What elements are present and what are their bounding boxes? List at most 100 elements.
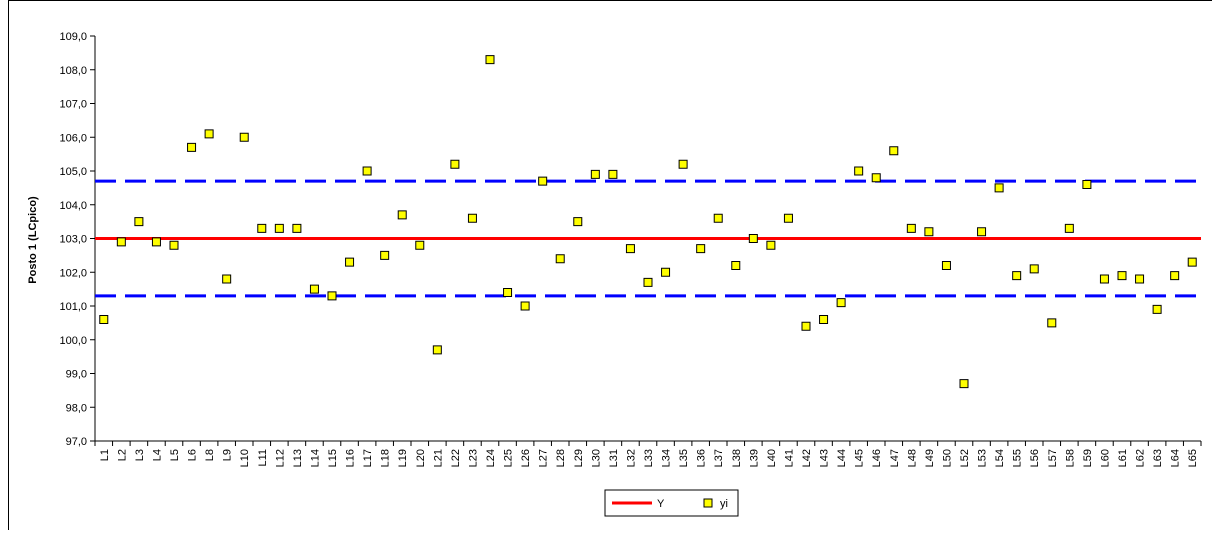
- x-tick-label: L33: [643, 449, 655, 467]
- x-tick-label: L9: [222, 449, 234, 461]
- data-point: [274, 223, 284, 233]
- x-tick-label: L48: [906, 449, 918, 467]
- x-tick-label: L42: [801, 449, 813, 467]
- data-point: [1064, 223, 1074, 233]
- x-tick-label: L2: [116, 449, 128, 461]
- x-tick-label: L28: [555, 449, 567, 467]
- x-tick-label: L25: [503, 449, 515, 467]
- data-point: [608, 169, 618, 179]
- data-point: [678, 159, 688, 169]
- x-tick-label: L55: [1012, 449, 1024, 467]
- data-point: [1029, 264, 1039, 274]
- legend-y-label: Y: [657, 498, 665, 510]
- x-tick-label: L47: [889, 449, 901, 467]
- x-tick-label: L16: [345, 449, 357, 467]
- data-point: [801, 321, 811, 331]
- data-point: [1047, 318, 1057, 328]
- data-point: [327, 291, 337, 301]
- x-tick-label: L36: [696, 449, 708, 467]
- y-tick-label: 109,0: [59, 31, 87, 43]
- x-tick-label: L12: [274, 449, 286, 467]
- x-tick-label: L49: [924, 449, 936, 467]
- x-tick-label: L26: [520, 449, 532, 467]
- data-point: [994, 183, 1004, 193]
- y-tick-label: 104,0: [59, 200, 87, 212]
- data-point: [573, 217, 583, 227]
- y-tick-label: 100,0: [59, 335, 87, 347]
- data-point: [941, 261, 951, 270]
- data-point: [1117, 271, 1127, 281]
- x-tick-label: L19: [397, 449, 409, 467]
- x-tick-label: L64: [1170, 449, 1182, 467]
- x-tick-label: L52: [959, 449, 971, 467]
- data-point: [854, 166, 864, 176]
- x-tick-label: L60: [1099, 449, 1111, 467]
- x-tick-label: L14: [309, 449, 321, 467]
- data-point: [590, 169, 600, 179]
- data-point: [415, 240, 425, 250]
- x-tick-label: L22: [450, 449, 462, 467]
- y-tick-label: 97,0: [66, 436, 87, 448]
- data-point: [485, 55, 495, 65]
- x-tick-label: L37: [713, 449, 725, 467]
- legend-yi-marker-swatch: [703, 498, 713, 508]
- x-tick-label: L23: [467, 449, 479, 467]
- x-tick-label: L17: [362, 449, 374, 467]
- data-point: [643, 277, 653, 287]
- data-point: [503, 288, 513, 297]
- x-tick-label: L30: [590, 449, 602, 467]
- data-point: [397, 210, 407, 220]
- data-point: [1187, 257, 1197, 267]
- x-tick-label: L20: [415, 449, 427, 467]
- data-point: [450, 159, 460, 169]
- x-tick-label: L62: [1135, 449, 1147, 467]
- data-point: [555, 254, 565, 264]
- data-point: [239, 132, 249, 142]
- x-tick-label: L11: [257, 449, 269, 467]
- data-point: [1170, 271, 1180, 281]
- data-point: [1152, 304, 1162, 314]
- data-point: [783, 213, 793, 223]
- y-tick-label: 103,0: [59, 234, 87, 246]
- x-tick-label: L4: [151, 449, 163, 461]
- data-point: [696, 244, 706, 254]
- x-tick-label: L15: [327, 449, 339, 467]
- y-tick-label: 107,0: [59, 99, 87, 111]
- data-point: [292, 223, 302, 233]
- x-tick-label: L29: [573, 449, 585, 467]
- y-tick-label: 105,0: [59, 166, 87, 178]
- data-point: [538, 176, 548, 186]
- x-tick-label: L57: [1047, 449, 1059, 467]
- data-point: [99, 315, 109, 324]
- data-point: [1099, 274, 1109, 284]
- x-tick-label: L65: [1187, 449, 1199, 467]
- data-point: [151, 237, 161, 247]
- data-point: [959, 379, 969, 389]
- y-tick-label: 102,0: [59, 267, 87, 279]
- data-point: [625, 244, 635, 254]
- data-point: [748, 234, 758, 243]
- data-point: [345, 257, 355, 267]
- x-tick-label: L39: [748, 449, 760, 467]
- y-tick-label: 98,0: [66, 402, 87, 414]
- data-point: [977, 227, 987, 237]
- x-tick-label: L41: [783, 449, 795, 467]
- x-tick-label: L54: [994, 449, 1006, 467]
- data-point: [1012, 271, 1022, 281]
- data-point: [116, 237, 126, 247]
- y-tick-label: 106,0: [59, 132, 87, 144]
- x-tick-label: L21: [432, 449, 444, 467]
- x-tick-label: L35: [678, 449, 690, 467]
- legend: Y yi: [604, 489, 739, 517]
- data-point: [889, 146, 899, 156]
- x-tick-label: L63: [1152, 449, 1164, 467]
- x-tick-label: L13: [292, 449, 304, 467]
- data-point: [520, 301, 530, 311]
- data-point: [871, 173, 881, 183]
- data-point: [1082, 180, 1092, 189]
- x-tick-label: L34: [661, 449, 673, 467]
- x-tick-label: L31: [608, 449, 620, 467]
- data-point: [309, 284, 319, 294]
- x-tick-label: L43: [819, 449, 831, 467]
